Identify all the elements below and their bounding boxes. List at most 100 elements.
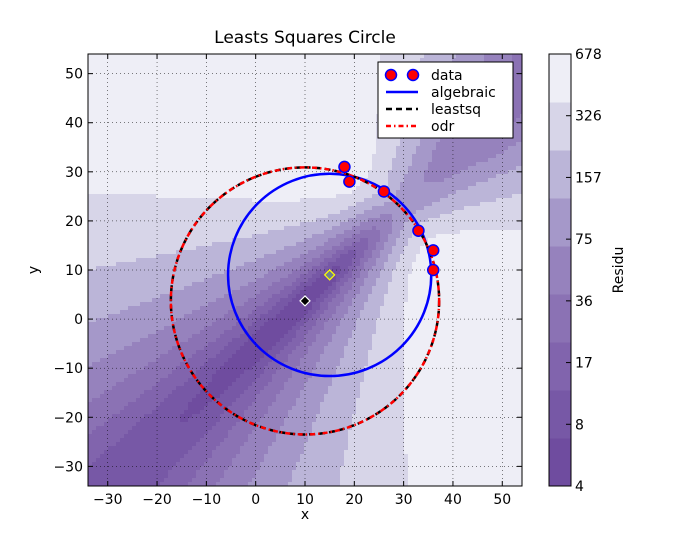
contour-cell	[164, 110, 169, 115]
contour-cell	[228, 90, 233, 95]
contour-cell	[240, 154, 245, 159]
contour-cell	[296, 230, 301, 235]
contour-cell	[276, 194, 281, 199]
contour-cell	[308, 198, 313, 203]
contour-cell	[380, 142, 385, 147]
contour-cell	[492, 150, 497, 155]
contour-cell	[180, 198, 185, 203]
contour-cell	[480, 178, 485, 183]
contour-cell	[464, 190, 469, 195]
contour-cell	[240, 166, 245, 171]
contour-cell	[136, 70, 141, 75]
contour-cell	[380, 54, 385, 59]
contour-cell	[108, 126, 113, 131]
contour-cell	[348, 210, 353, 215]
contour-cell	[368, 142, 373, 147]
contour-cell	[356, 158, 361, 163]
contour-cell	[308, 142, 313, 147]
contour-cell	[312, 194, 317, 199]
contour-cell	[164, 118, 169, 123]
contour-cell	[280, 210, 285, 215]
contour-cell	[420, 54, 425, 59]
contour-cell	[140, 210, 145, 215]
contour-cell	[488, 218, 493, 223]
contour-cell	[276, 226, 281, 231]
contour-cell	[92, 78, 97, 83]
contour-cell	[344, 138, 349, 143]
contour-cell	[404, 58, 409, 63]
contour-cell	[368, 126, 373, 131]
contour-cell	[336, 138, 341, 143]
contour-cell	[288, 190, 293, 195]
contour-cell	[324, 86, 329, 91]
contour-cell	[164, 186, 169, 191]
contour-cell	[344, 122, 349, 127]
contour-cell	[96, 62, 101, 67]
contour-cell	[152, 122, 157, 127]
contour-cell	[268, 226, 273, 231]
contour-cell	[92, 174, 97, 179]
contour-cell	[136, 102, 141, 107]
contour-cell	[248, 70, 253, 75]
contour-cell	[168, 178, 173, 183]
contour-cell	[112, 150, 117, 155]
contour-cell	[188, 62, 193, 67]
contour-cell	[136, 138, 141, 143]
contour-cell	[92, 162, 97, 167]
contour-cell	[324, 66, 329, 71]
contour-cell	[156, 122, 161, 127]
contour-cell	[176, 102, 181, 107]
contour-cell	[276, 190, 281, 195]
contour-cell	[312, 190, 317, 195]
contour-cell	[92, 226, 97, 231]
contour-cell	[336, 182, 341, 187]
contour-cell	[100, 154, 105, 159]
contour-cell	[244, 178, 249, 183]
contour-cell	[220, 150, 225, 155]
contour-cell	[468, 202, 473, 207]
contour-cell	[424, 194, 429, 199]
contour-cell	[116, 234, 121, 239]
contour-cell	[412, 162, 417, 167]
contour-cell	[300, 174, 305, 179]
contour-cell	[424, 54, 429, 59]
contour-cell	[164, 218, 169, 223]
contour-cell	[96, 118, 101, 123]
contour-cell	[244, 130, 249, 135]
contour-cell	[128, 174, 133, 179]
contour-cell	[412, 186, 417, 191]
contour-cell	[372, 150, 377, 155]
contour-cell	[320, 150, 325, 155]
contour-cell	[304, 178, 309, 183]
contour-cell	[100, 150, 105, 155]
contour-cell	[204, 150, 209, 155]
contour-cell	[352, 186, 357, 191]
contour-cell	[348, 90, 353, 95]
contour-cell	[320, 198, 325, 203]
contour-cell	[336, 90, 341, 95]
contour-cell	[160, 70, 165, 75]
contour-cell	[364, 206, 369, 211]
contour-cell	[336, 202, 341, 207]
contour-cell	[396, 54, 401, 59]
contour-cell	[496, 178, 501, 183]
contour-cell	[204, 138, 209, 143]
contour-cell	[152, 118, 157, 123]
contour-cell	[212, 166, 217, 171]
contour-cell	[312, 110, 317, 115]
contour-cell	[456, 138, 461, 143]
contour-cell	[300, 134, 305, 139]
contour-cell	[348, 226, 353, 231]
contour-cell	[256, 90, 261, 95]
contour-cell	[136, 190, 141, 195]
contour-cell	[332, 62, 337, 67]
contour-cell	[488, 222, 493, 227]
contour-cell	[344, 186, 349, 191]
contour-cell	[176, 114, 181, 119]
contour-cell	[476, 142, 481, 147]
contour-cell	[436, 186, 441, 191]
contour-cell	[156, 206, 161, 211]
contour-cell	[316, 182, 321, 187]
contour-cell	[216, 234, 221, 239]
contour-cell	[188, 110, 193, 115]
